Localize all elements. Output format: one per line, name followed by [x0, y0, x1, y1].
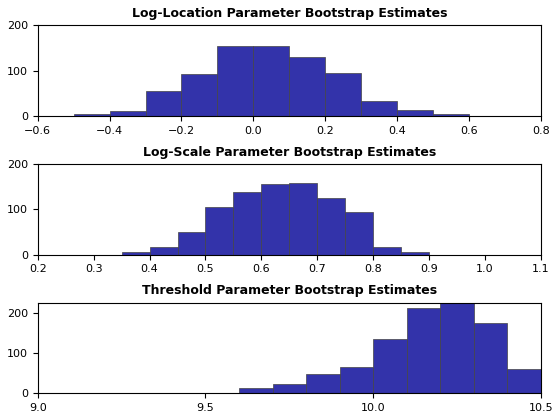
Bar [407, 308, 440, 394]
Bar [474, 323, 507, 394]
Bar [110, 110, 146, 116]
Bar [401, 252, 429, 255]
Bar [150, 247, 178, 255]
Bar [74, 114, 110, 116]
Bar [217, 46, 253, 116]
Bar [146, 91, 181, 116]
Bar [361, 101, 397, 116]
Bar [234, 192, 262, 255]
Bar [239, 388, 273, 394]
Bar [273, 384, 306, 394]
Bar [253, 46, 290, 116]
Bar [433, 114, 469, 116]
Bar [290, 57, 325, 116]
Bar [306, 374, 339, 394]
Bar [440, 302, 474, 394]
Bar [317, 198, 345, 255]
Bar [262, 184, 290, 255]
Bar [206, 207, 234, 255]
Bar [181, 74, 217, 116]
Bar [178, 232, 206, 255]
Bar [397, 110, 433, 116]
Title: Log-Location Parameter Bootstrap Estimates: Log-Location Parameter Bootstrap Estimat… [132, 7, 447, 20]
Bar [507, 369, 541, 394]
Bar [290, 183, 317, 255]
Bar [339, 367, 373, 394]
Bar [122, 252, 150, 255]
Bar [373, 247, 401, 255]
Bar [373, 339, 407, 394]
Bar [206, 393, 239, 394]
Bar [345, 212, 373, 255]
Bar [325, 73, 361, 116]
Title: Threshold Parameter Bootstrap Estimates: Threshold Parameter Bootstrap Estimates [142, 284, 437, 297]
Title: Log-Scale Parameter Bootstrap Estimates: Log-Scale Parameter Bootstrap Estimates [143, 146, 436, 159]
